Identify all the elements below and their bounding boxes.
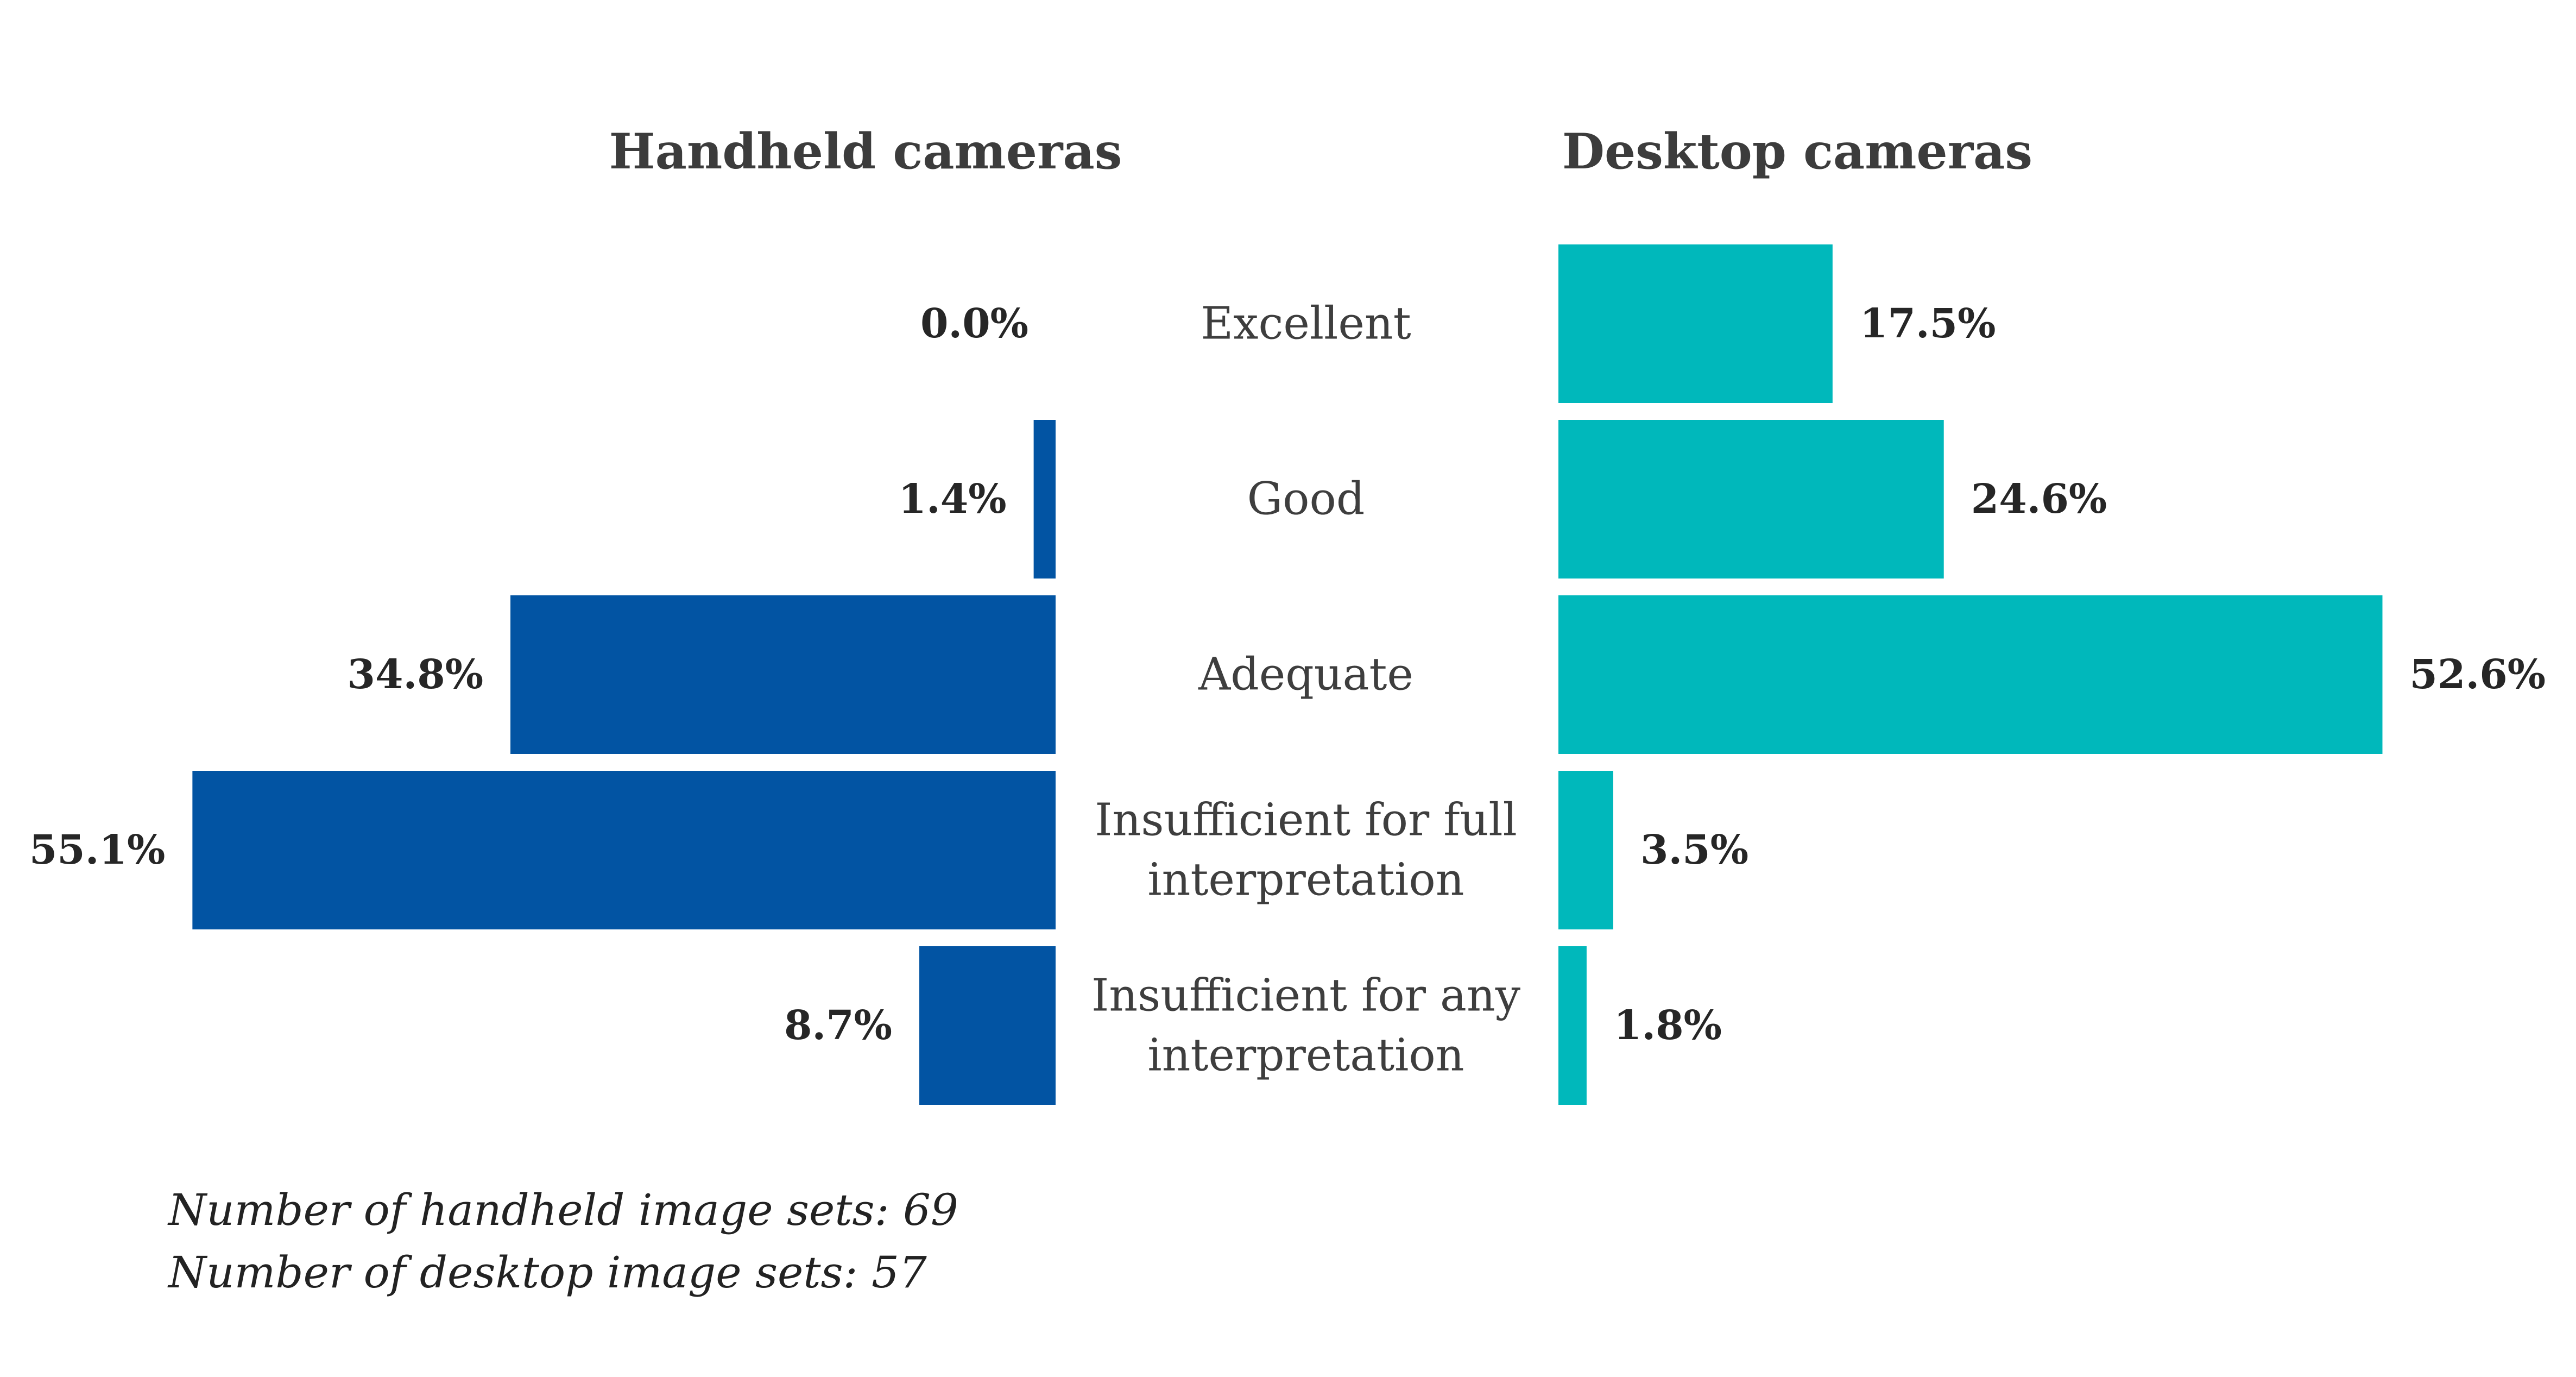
desktop-bar-insufficient-for-full-interpretation	[1558, 771, 1613, 929]
desktop-value-label: 1.8%	[1614, 1002, 1722, 1049]
handheld-value-label: 0.0%	[920, 300, 1028, 347]
category-label-excellent: Excellent	[1201, 298, 1411, 350]
desktop-value-label: 17.5%	[1860, 300, 1996, 347]
category-label-insufficient-for-full-interpretation: Insufficient for full interpretation	[1095, 795, 1517, 906]
category-labels: Excellent Good Adequate Insufficient for fu…	[1091, 298, 1521, 1082]
category-label-insufficient-for-any-interpretation: Insufficient for any interpretation	[1091, 970, 1521, 1082]
handheld-value-label: 1.4%	[899, 476, 1007, 523]
desktop-value-label: 24.6%	[1971, 476, 2107, 523]
category-label-adequate: Adequate	[1198, 649, 1413, 701]
desktop-header: Desktop cameras	[1562, 123, 2032, 180]
handheld-value-label: 8.7%	[784, 1002, 892, 1049]
desktop-bars	[1558, 244, 2383, 1105]
desktop-value-label: 52.6%	[2410, 651, 2546, 698]
handheld-bar-insufficient-for-full-interpretation	[192, 771, 1056, 929]
desktop-bar-insufficient-for-any-interpretation	[1558, 946, 1587, 1105]
desktop-bar-adequate	[1558, 595, 2383, 754]
handheld-value-label: 34.8%	[347, 651, 483, 698]
category-label-good: Good	[1247, 474, 1365, 525]
desktop-sample-note: Number of desktop image sets: 57	[167, 1247, 927, 1298]
value-labels: 0.0% 17.5% 1.4% 24.6% 34.8% 52.6% 55.1% 3.5% 8.7…	[29, 300, 2546, 1049]
handheld-bar-good	[1033, 420, 1056, 579]
desktop-bar-good	[1558, 420, 1944, 579]
handheld-bars	[192, 420, 1056, 1105]
handheld-bar-adequate	[510, 595, 1056, 754]
handheld-header: Handheld cameras	[609, 123, 1122, 180]
desktop-value-label: 3.5%	[1640, 827, 1748, 873]
handheld-sample-note: Number of handheld image sets: 69	[167, 1185, 958, 1235]
desktop-bar-excellent	[1558, 244, 1833, 403]
handheld-value-label: 55.1%	[29, 827, 166, 873]
handheld-bar-insufficient-for-any-interpretation	[919, 946, 1056, 1105]
